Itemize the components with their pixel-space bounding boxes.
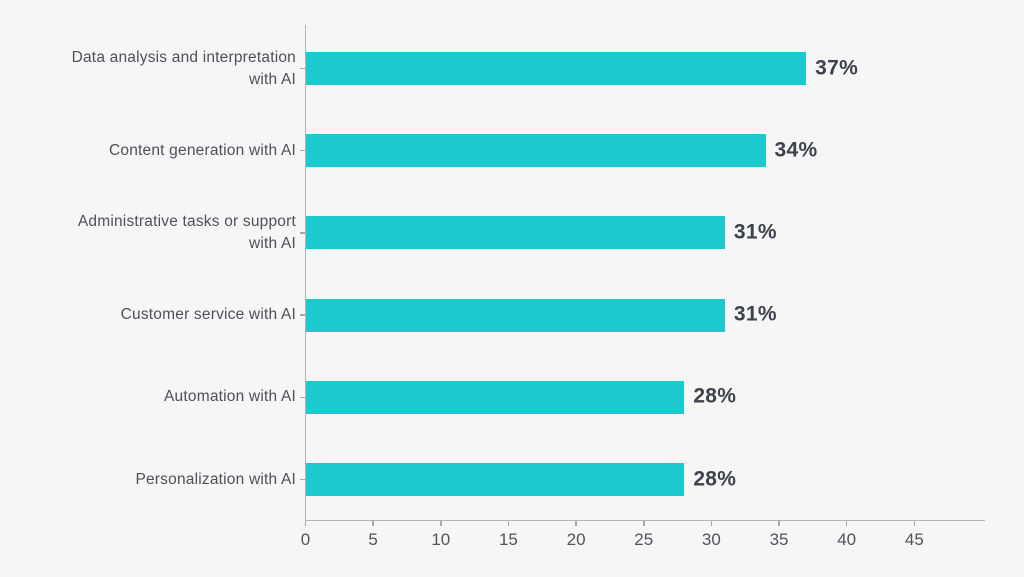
x-axis-tick <box>304 520 307 526</box>
x-tick-label: 25 <box>634 530 654 549</box>
x-tick-label: 15 <box>498 530 518 549</box>
y-axis-tick <box>299 478 305 481</box>
x-axis-tick <box>643 520 645 526</box>
y-axis-tick <box>299 232 305 234</box>
bar <box>305 134 766 168</box>
y-axis-tick <box>299 314 305 316</box>
x-axis-line <box>304 519 985 521</box>
category-label: Customer service with AI <box>120 306 296 324</box>
x-axis-tick <box>440 520 442 526</box>
x-axis-tick <box>372 520 374 526</box>
y-axis-tick <box>299 396 305 399</box>
x-tick-label: 0 <box>300 530 311 549</box>
x-tick-label: 45 <box>904 530 924 549</box>
category-label: Data analysis and interpretation with AI <box>71 48 296 88</box>
x-axis-tick <box>710 520 713 526</box>
value-label: 34% <box>774 138 818 162</box>
x-axis-tick <box>845 520 848 526</box>
value-label: 28% <box>693 384 737 408</box>
value-label: 28% <box>693 467 737 491</box>
bar <box>305 216 725 250</box>
bar <box>305 380 685 414</box>
y-axis-tick <box>299 67 305 70</box>
bar <box>305 52 807 85</box>
x-tick-label: 20 <box>566 530 586 549</box>
x-tick-label: 35 <box>769 530 789 549</box>
y-axis-tick <box>299 149 305 152</box>
x-axis-tick <box>507 520 510 526</box>
x-tick-label: 10 <box>431 530 451 549</box>
x-tick-label: 30 <box>701 530 721 549</box>
bar <box>305 298 725 332</box>
x-axis-tick <box>778 520 780 526</box>
x-axis-tick <box>575 520 577 526</box>
x-axis-tick <box>913 520 916 526</box>
x-tick-label: 40 <box>837 530 857 549</box>
category-label: Content generation with AI <box>108 141 296 159</box>
value-label: 37% <box>815 56 859 80</box>
bar <box>305 463 685 496</box>
y-axis-line <box>304 25 306 520</box>
x-tick-label: 5 <box>368 530 378 549</box>
value-label: 31% <box>733 220 777 244</box>
category-label: Automation with AI <box>164 388 296 406</box>
category-label: Administrative tasks or support with AI <box>77 212 296 252</box>
category-label: Personalization with AI <box>135 470 296 488</box>
value-label: 31% <box>733 302 777 326</box>
